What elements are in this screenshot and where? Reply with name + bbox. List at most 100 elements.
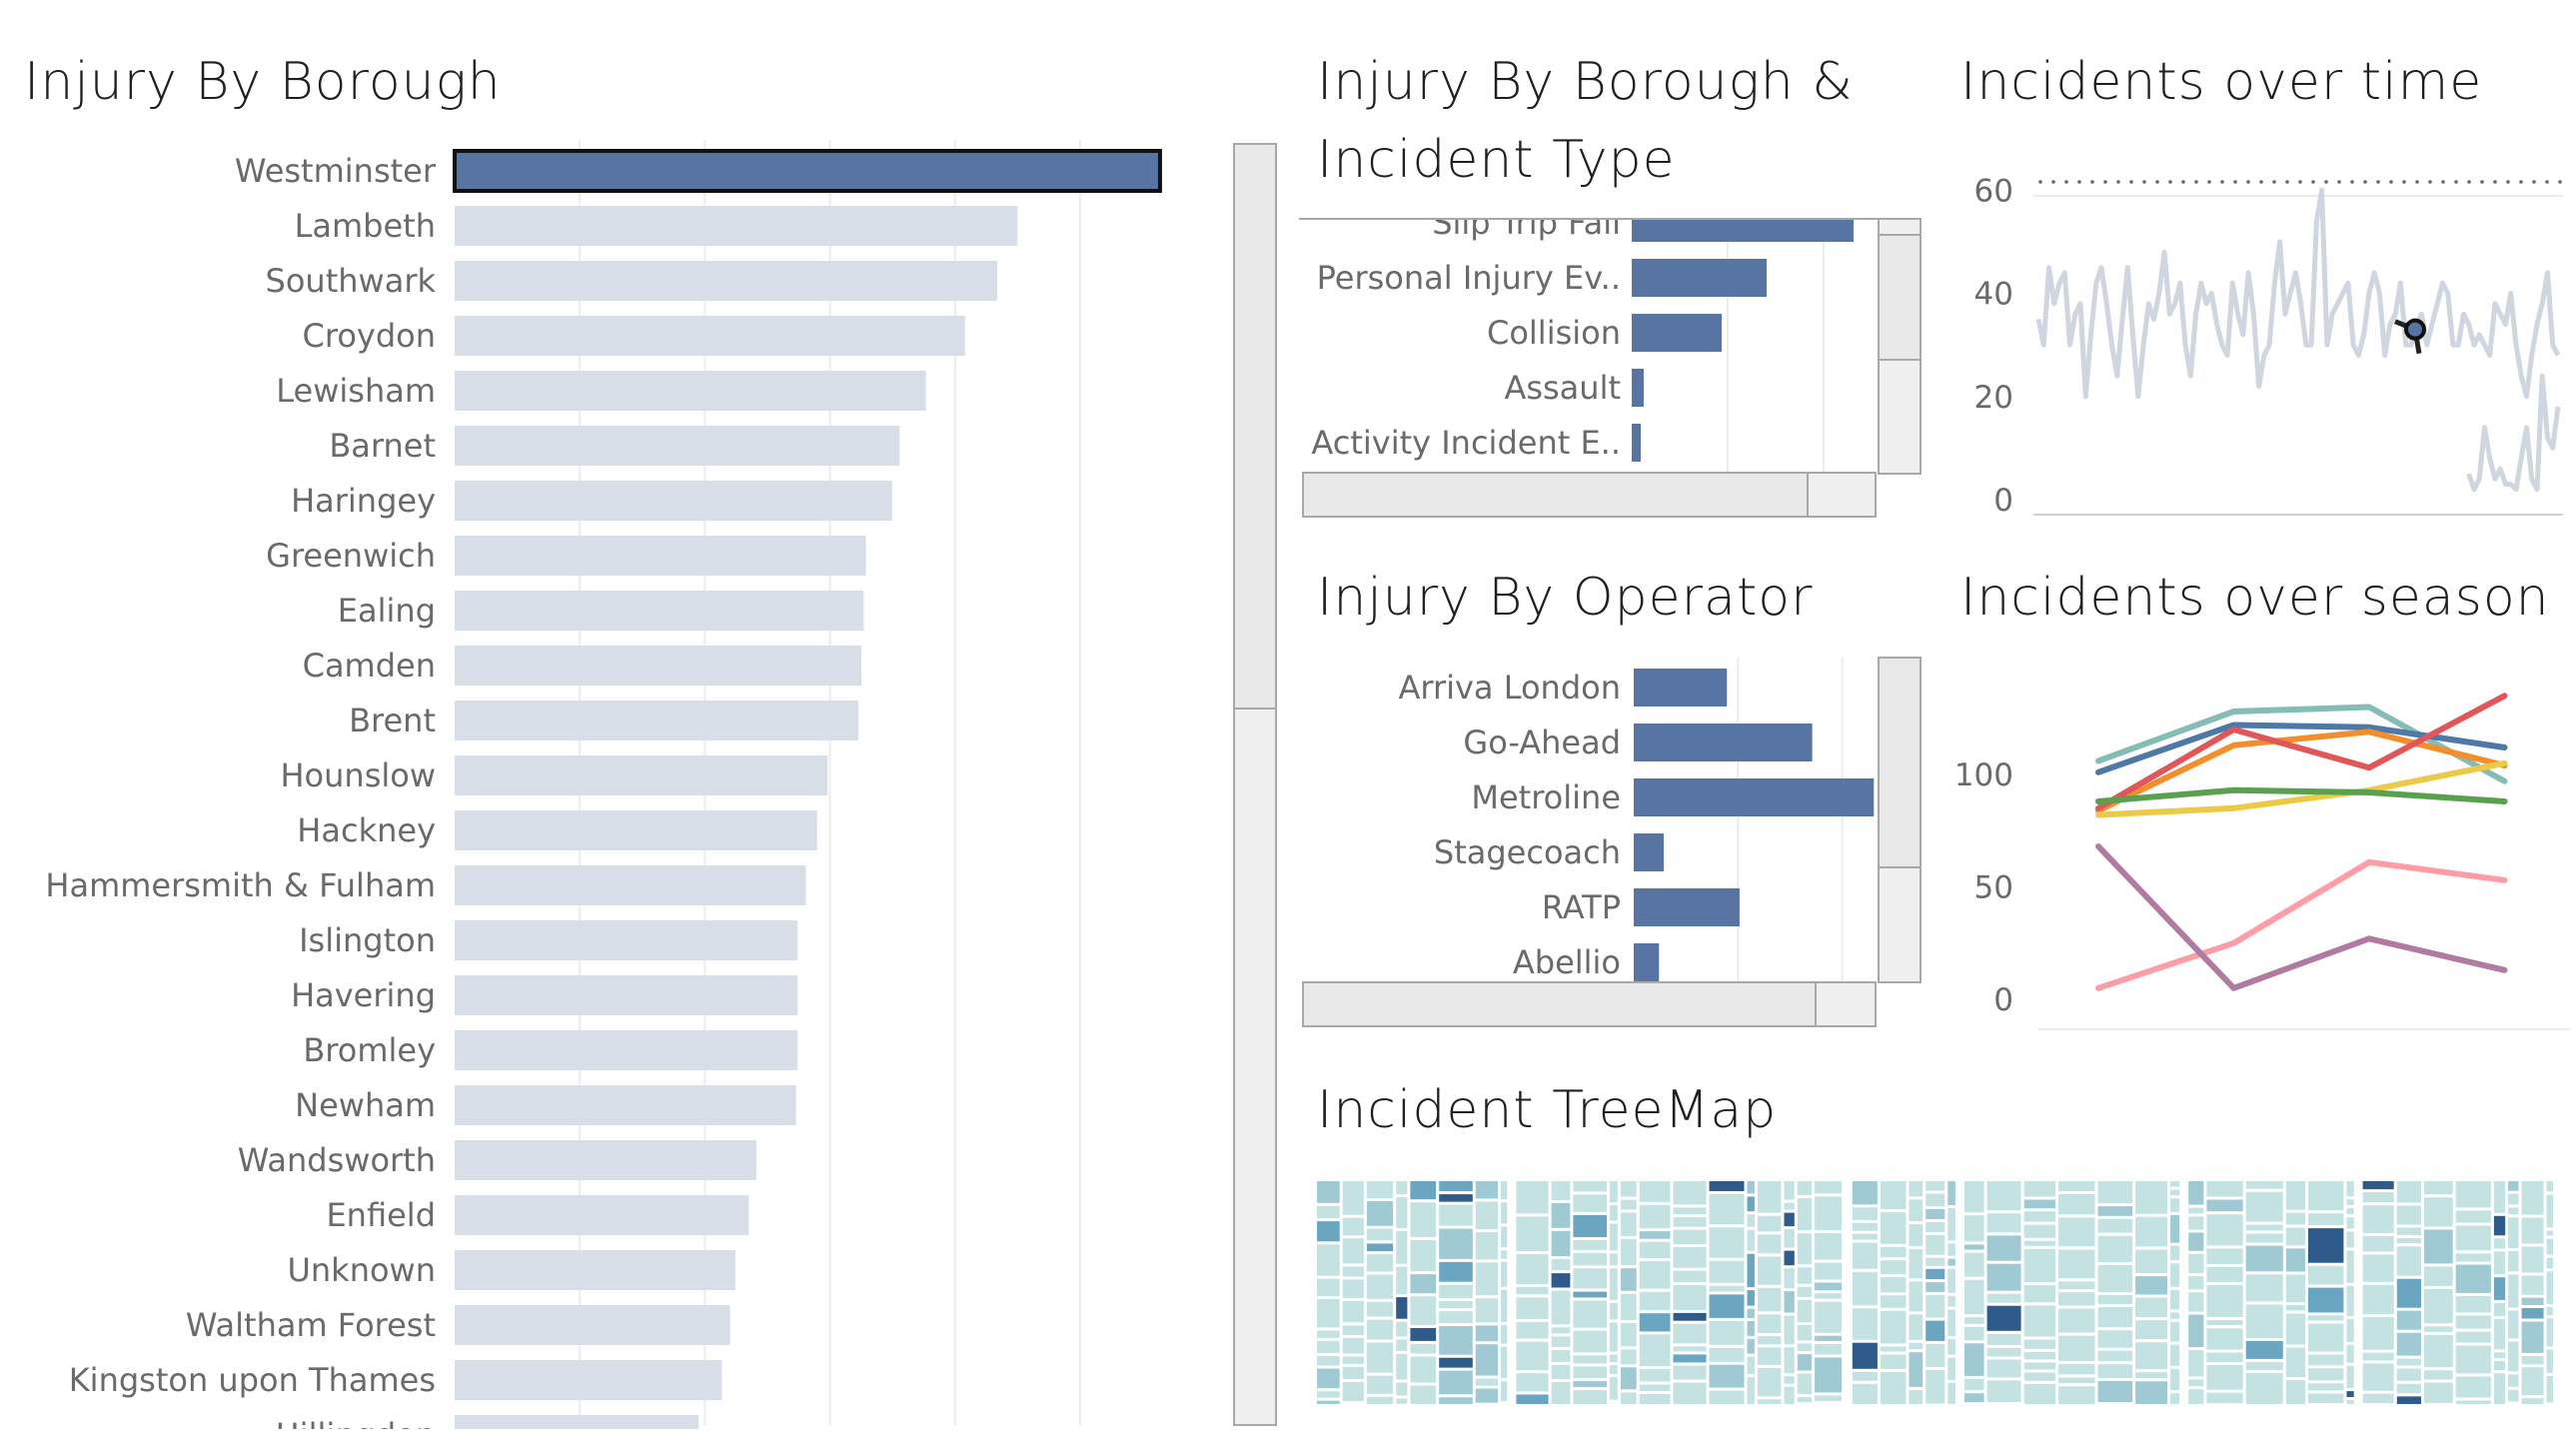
treemap-cell[interactable] bbox=[2455, 1331, 2491, 1343]
treemap-cell[interactable] bbox=[2206, 1214, 2243, 1246]
treemap-cell[interactable] bbox=[1366, 1274, 1394, 1299]
treemap-cell[interactable] bbox=[1439, 1370, 1473, 1395]
treemap-cell[interactable] bbox=[2308, 1393, 2344, 1403]
treemap-cell[interactable] bbox=[1366, 1243, 1394, 1252]
treemap-cell[interactable] bbox=[2097, 1264, 2133, 1292]
treemap-cell[interactable] bbox=[1609, 1268, 1618, 1300]
treemap-cell[interactable] bbox=[2546, 1238, 2553, 1255]
treemap-cell[interactable] bbox=[1784, 1291, 1795, 1313]
treemap-cell[interactable] bbox=[1852, 1222, 1878, 1231]
bar[interactable] bbox=[455, 371, 926, 411]
bar[interactable] bbox=[1634, 888, 1740, 926]
treemap-cell[interactable] bbox=[2424, 1181, 2453, 1195]
treemap-cell[interactable] bbox=[1396, 1321, 1408, 1337]
treemap-cell[interactable] bbox=[1963, 1326, 1984, 1341]
treemap-cell[interactable] bbox=[1317, 1205, 1340, 1219]
treemap-cell[interactable] bbox=[2308, 1323, 2344, 1352]
treemap-cell[interactable] bbox=[1516, 1321, 1549, 1339]
treemap-cell[interactable] bbox=[2170, 1321, 2180, 1342]
treemap-cell[interactable] bbox=[2135, 1297, 2167, 1318]
treemap-cell[interactable] bbox=[1516, 1254, 1549, 1284]
treemap-cell[interactable] bbox=[1673, 1270, 1707, 1283]
treemap-cell[interactable] bbox=[2308, 1383, 2344, 1391]
treemap-cell[interactable] bbox=[2135, 1381, 2167, 1404]
treemap-cell[interactable] bbox=[2285, 1380, 2305, 1404]
treemap-cell[interactable] bbox=[1639, 1313, 1671, 1332]
bar[interactable] bbox=[455, 261, 997, 301]
treemap-cell[interactable] bbox=[2285, 1313, 2305, 1345]
bar[interactable] bbox=[455, 755, 828, 795]
treemap-cell[interactable] bbox=[1516, 1297, 1549, 1319]
treemap-cell[interactable] bbox=[1673, 1285, 1707, 1310]
treemap-cell[interactable] bbox=[1880, 1354, 1907, 1369]
treemap-cell[interactable] bbox=[2023, 1240, 2056, 1246]
treemap-cell[interactable] bbox=[2058, 1194, 2095, 1215]
treemap-cell[interactable] bbox=[2546, 1230, 2553, 1236]
treemap-cell[interactable] bbox=[1573, 1355, 1607, 1364]
treemap-cell[interactable] bbox=[1815, 1301, 1842, 1333]
season-series-line[interactable] bbox=[2095, 843, 2508, 991]
treemap-cell[interactable] bbox=[2308, 1213, 2344, 1226]
treemap-cell[interactable] bbox=[2170, 1263, 2180, 1287]
treemap-cell[interactable] bbox=[1784, 1202, 1795, 1210]
treemap-cell[interactable] bbox=[1396, 1266, 1408, 1295]
treemap-cell[interactable] bbox=[2424, 1326, 2453, 1332]
treemap-cell[interactable] bbox=[1757, 1399, 1782, 1404]
treemap-cell[interactable] bbox=[1366, 1301, 1394, 1317]
treemap-cell[interactable] bbox=[1709, 1347, 1745, 1362]
treemap-cell[interactable] bbox=[1551, 1181, 1571, 1200]
treemap-cell[interactable] bbox=[1501, 1289, 1508, 1322]
treemap-cell[interactable] bbox=[2455, 1376, 2491, 1398]
treemap-cell[interactable] bbox=[1396, 1181, 1408, 1195]
treemap-cell[interactable] bbox=[1317, 1278, 1340, 1296]
treemap-cell[interactable] bbox=[1815, 1335, 1842, 1341]
treemap-cell[interactable] bbox=[2188, 1292, 2204, 1312]
treemap-cell[interactable] bbox=[2135, 1372, 2167, 1379]
treemap-cell[interactable] bbox=[1439, 1204, 1473, 1226]
treemap-cell[interactable] bbox=[1439, 1284, 1473, 1299]
treemap-cell[interactable] bbox=[1815, 1196, 1842, 1230]
treemap-cell[interactable] bbox=[1366, 1375, 1394, 1394]
treemap-cell[interactable] bbox=[1501, 1381, 1508, 1402]
treemap-cell[interactable] bbox=[1909, 1224, 1924, 1246]
treemap-cell[interactable] bbox=[2188, 1379, 2204, 1387]
treemap-cell[interactable] bbox=[1880, 1181, 1907, 1210]
treemap-cell[interactable] bbox=[1317, 1340, 1340, 1353]
treemap-cell[interactable] bbox=[1909, 1199, 1924, 1222]
treemap-cell[interactable] bbox=[1639, 1241, 1671, 1258]
treemap-cell[interactable] bbox=[1439, 1357, 1473, 1368]
treemap-cell[interactable] bbox=[2206, 1320, 2243, 1326]
treemap-cell[interactable] bbox=[1501, 1346, 1508, 1379]
treemap-cell[interactable] bbox=[1926, 1343, 1945, 1367]
treemap-cell[interactable] bbox=[1880, 1277, 1907, 1293]
treemap-cell[interactable] bbox=[2206, 1352, 2243, 1363]
treemap-cell[interactable] bbox=[2396, 1181, 2421, 1203]
treemap-cell[interactable] bbox=[2346, 1217, 2354, 1229]
treemap-cell[interactable] bbox=[1410, 1328, 1437, 1341]
treemap-cell[interactable] bbox=[1439, 1311, 1473, 1323]
treemap-cell[interactable] bbox=[1516, 1394, 1549, 1405]
treemap-cell[interactable] bbox=[2023, 1285, 2056, 1303]
treemap-cell[interactable] bbox=[2493, 1319, 2506, 1350]
treemap-cell[interactable] bbox=[1573, 1366, 1607, 1379]
treemap-cell[interactable] bbox=[1573, 1268, 1607, 1289]
treemap-cell[interactable] bbox=[1797, 1354, 1813, 1371]
bar[interactable] bbox=[453, 149, 1162, 193]
treemap-cell[interactable] bbox=[2508, 1207, 2519, 1215]
treemap-cell[interactable] bbox=[1757, 1234, 1782, 1254]
treemap-cell[interactable] bbox=[1757, 1181, 1782, 1213]
treemap-cell[interactable] bbox=[1709, 1285, 1745, 1292]
treemap-cell[interactable] bbox=[2188, 1350, 2204, 1377]
treemap-cell[interactable] bbox=[1986, 1293, 2021, 1303]
treemap-cell[interactable] bbox=[2206, 1248, 2243, 1264]
treemap-cell[interactable] bbox=[2245, 1224, 2283, 1231]
treemap-cell[interactable] bbox=[2521, 1367, 2544, 1396]
treemap-cell[interactable] bbox=[1342, 1266, 1364, 1277]
season-series-line[interactable] bbox=[2095, 722, 2508, 775]
treemap-cell[interactable] bbox=[2493, 1277, 2506, 1300]
treemap-cell[interactable] bbox=[1986, 1263, 2021, 1291]
treemap-cell[interactable] bbox=[1516, 1216, 1549, 1252]
treemap-cell[interactable] bbox=[2346, 1181, 2354, 1197]
treemap-cell[interactable] bbox=[1673, 1207, 1707, 1214]
treemap-cell[interactable] bbox=[1673, 1217, 1707, 1227]
